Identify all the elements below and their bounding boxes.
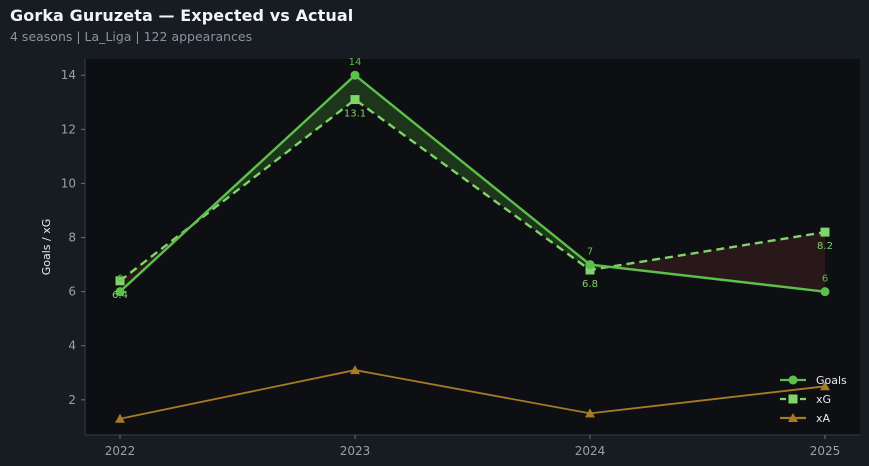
data-point-xg bbox=[820, 227, 830, 237]
data-label-goals: 7 bbox=[587, 247, 593, 258]
data-label-xg: 6.8 bbox=[582, 279, 598, 290]
legend: Goals xG xA bbox=[780, 374, 847, 425]
data-point-xa bbox=[585, 408, 595, 418]
data-label-xg: 6.4 bbox=[112, 290, 128, 301]
legend-label-xa: xA bbox=[816, 412, 831, 425]
chart-header: Gorka Guruzeta — Expected vs Actual 4 se… bbox=[10, 6, 353, 44]
data-point-xa bbox=[115, 413, 125, 423]
legend-label-xg: xG bbox=[816, 393, 831, 406]
x-ticks: 2022 2023 2024 2025 bbox=[105, 435, 841, 458]
data-label-goals: 6 bbox=[822, 274, 828, 285]
x-tick-label: 2025 bbox=[810, 444, 841, 458]
series-line-xa bbox=[119, 369, 826, 420]
y-tick-label: 6 bbox=[68, 285, 76, 299]
chart-title: Gorka Guruzeta — Expected vs Actual bbox=[10, 6, 354, 25]
y-tick-label: 4 bbox=[68, 339, 76, 353]
series-markers bbox=[115, 70, 830, 423]
series-lines bbox=[119, 73, 826, 420]
chart-subtitle: 4 seasons | La_Liga | 122 appearances bbox=[10, 29, 253, 44]
data-labels: 6 14 7 6 6.4 13.1 6.8 8.2 bbox=[112, 57, 833, 301]
x-tick-label: 2024 bbox=[575, 444, 606, 458]
data-point-xa bbox=[820, 381, 830, 391]
data-point-goals bbox=[820, 287, 830, 297]
x-tick-label: 2022 bbox=[105, 444, 136, 458]
series-line-xg bbox=[119, 98, 826, 282]
x-tick-label: 2023 bbox=[340, 444, 371, 458]
y-tick-label: 8 bbox=[68, 231, 76, 245]
legend-marker-xg bbox=[788, 394, 798, 404]
data-point-goals bbox=[350, 70, 360, 80]
data-point-xg bbox=[585, 265, 595, 275]
data-label-xg: 13.1 bbox=[344, 109, 366, 120]
y-ticks: 2 4 6 8 10 12 14 bbox=[61, 68, 85, 407]
data-point-goals bbox=[585, 260, 595, 270]
data-point-xg bbox=[350, 95, 360, 105]
series-line-goals bbox=[119, 73, 826, 293]
y-tick-label: 14 bbox=[61, 68, 76, 82]
y-tick-label: 10 bbox=[61, 176, 76, 190]
y-axis-label: Goals / xG bbox=[40, 219, 53, 276]
legend-label-goals: Goals bbox=[816, 374, 847, 387]
data-label-goals: 14 bbox=[349, 57, 362, 68]
gap-fill-region bbox=[609, 232, 825, 292]
data-label-goals: 6 bbox=[117, 274, 123, 285]
data-point-xa bbox=[350, 365, 360, 375]
data-point-goals bbox=[115, 287, 125, 297]
y-tick-label: 12 bbox=[61, 122, 76, 136]
data-point-xg bbox=[115, 276, 125, 286]
legend-marker-xa bbox=[788, 413, 798, 422]
y-tick-label: 2 bbox=[68, 393, 76, 407]
data-label-xg: 8.2 bbox=[817, 241, 833, 252]
legend-marker-goals bbox=[788, 375, 798, 385]
